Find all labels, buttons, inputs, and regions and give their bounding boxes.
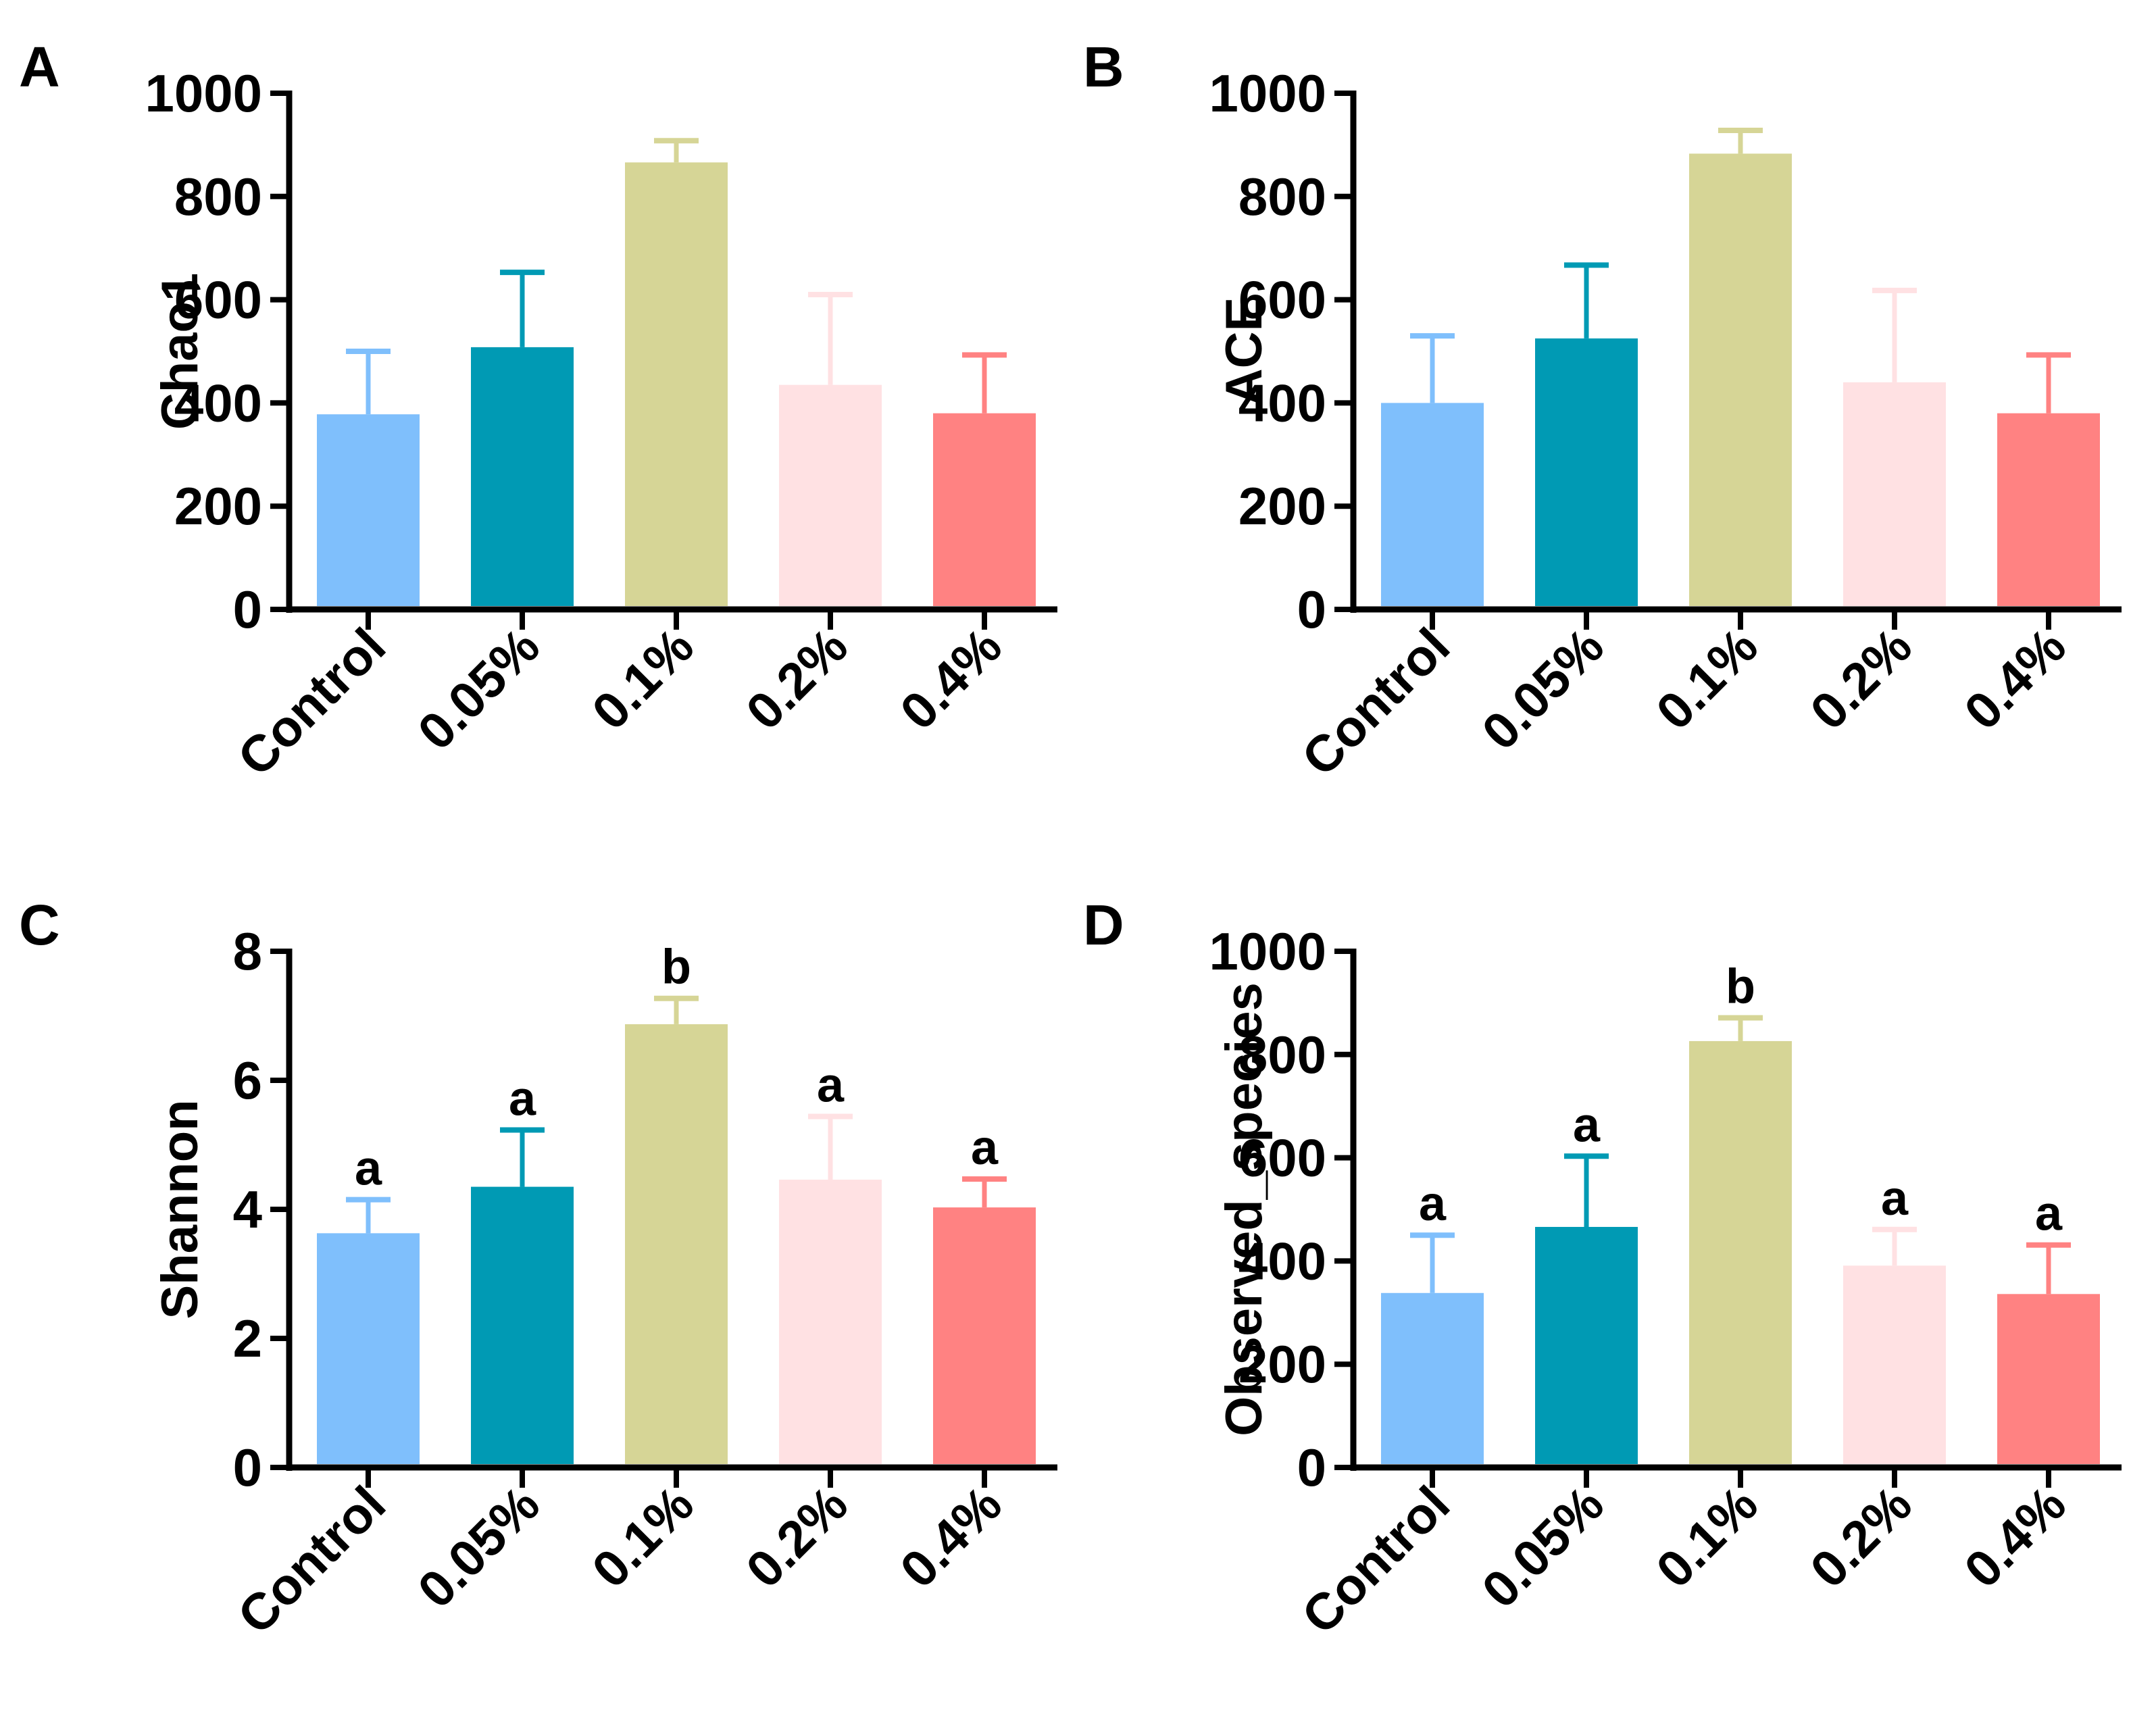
y-tick-label: 800 [174, 167, 262, 226]
bar [933, 1207, 1036, 1464]
y-tick-label: 0 [1297, 580, 1326, 639]
significance-letter: a [817, 1058, 845, 1112]
bar [779, 384, 882, 606]
y-tick-label: 800 [1238, 1025, 1326, 1084]
significance-letter: a [1881, 1172, 1909, 1226]
significance-letter: a [2035, 1187, 2063, 1241]
x-tick-label: 0.4% [889, 1476, 1013, 1599]
bar [1997, 1294, 2100, 1464]
y-tick-label: 600 [1238, 270, 1326, 330]
x-tick-label: 0.2% [1799, 1476, 1923, 1599]
bar [471, 1186, 574, 1464]
bar [1843, 1265, 1946, 1464]
y-axis-title: Shannon [151, 1099, 209, 1319]
y-tick-label: 400 [1238, 1231, 1326, 1290]
bar [1535, 1226, 1638, 1464]
bar [471, 347, 574, 606]
x-tick-label: Control [227, 1476, 397, 1645]
bar [625, 1024, 728, 1464]
panel-label: C [19, 893, 60, 957]
bar [1689, 153, 1792, 606]
significance-letter: b [661, 940, 691, 995]
bar [1997, 413, 2100, 606]
y-axis-title: Chao1 [151, 273, 209, 430]
y-tick-label: 0 [233, 1438, 262, 1497]
x-tick-label: 0.05% [1472, 618, 1615, 761]
significance-letter: b [1726, 960, 1755, 1014]
panel-label: A [19, 35, 60, 99]
bar [317, 1233, 420, 1464]
bar [1535, 338, 1638, 606]
x-tick-label: 0.4% [1953, 618, 2077, 741]
y-tick-label: 200 [1238, 476, 1326, 536]
x-tick-label: 0.05% [407, 618, 551, 761]
bar [779, 1180, 882, 1464]
y-tick-label: 8 [233, 922, 262, 981]
significance-letter: a [355, 1142, 382, 1196]
x-tick-label: 0.1% [581, 618, 705, 741]
bar [1843, 382, 1946, 606]
y-tick-label: 1000 [1209, 922, 1326, 981]
bar [1689, 1040, 1792, 1464]
x-tick-label: 0.2% [1799, 618, 1923, 741]
y-tick-label: 1000 [145, 64, 262, 123]
x-tick-label: 0.4% [889, 618, 1013, 741]
y-tick-label: 0 [233, 580, 262, 639]
chart-panel-c: C Shannon 0 2 4 6 8 Control a 0.05% a 0.1% b 0.2% a 0.4… [19, 893, 1057, 1645]
chart-panel-b: B ACE 0 200 400 600 800 1000 Control 0.05% 0.1% 0.2… [1083, 35, 2122, 787]
bar [1381, 403, 1484, 606]
y-tick-label: 0 [1297, 1438, 1326, 1497]
x-tick-label: 0.4% [1953, 1476, 2077, 1599]
significance-letter: a [1573, 1098, 1601, 1152]
significance-letter: a [971, 1121, 999, 1175]
x-tick-label: Control [1291, 1476, 1461, 1645]
bar [1381, 1292, 1484, 1464]
x-tick-label: 0.2% [735, 1476, 859, 1599]
panel-label: B [1083, 35, 1124, 99]
significance-letter: a [509, 1072, 536, 1126]
y-tick-label: 400 [1238, 373, 1326, 432]
y-tick-label: 400 [174, 373, 262, 432]
x-tick-label: 0.1% [1645, 1476, 1769, 1599]
y-tick-label: 2 [233, 1309, 262, 1368]
x-tick-label: 0.1% [581, 1476, 705, 1599]
x-tick-label: 0.1% [1645, 618, 1769, 741]
x-tick-label: 0.05% [407, 1476, 551, 1619]
y-tick-label: 800 [1238, 167, 1326, 226]
y-tick-label: 6 [233, 1051, 262, 1110]
x-tick-label: 0.2% [735, 618, 859, 741]
panel-label: D [1083, 893, 1124, 957]
y-axis-title: ACE [1215, 297, 1273, 405]
y-tick-label: 200 [174, 476, 262, 536]
significance-letter: a [1419, 1177, 1447, 1231]
y-tick-label: 600 [1238, 1128, 1326, 1188]
chart-panel-d: D Observed_species 0 200 400 600 800 1000 Contro… [1083, 893, 2122, 1645]
x-tick-label: Control [1291, 618, 1461, 787]
y-tick-label: 200 [1238, 1334, 1326, 1394]
bar [625, 162, 728, 607]
y-axis-title: Observed_species [1215, 982, 1273, 1436]
bar [933, 413, 1036, 606]
x-tick-label: 0.05% [1472, 1476, 1615, 1619]
bar [317, 414, 420, 606]
y-tick-label: 4 [233, 1180, 262, 1239]
y-tick-label: 1000 [1209, 64, 1326, 123]
y-tick-label: 600 [174, 270, 262, 330]
x-tick-label: Control [227, 618, 397, 787]
